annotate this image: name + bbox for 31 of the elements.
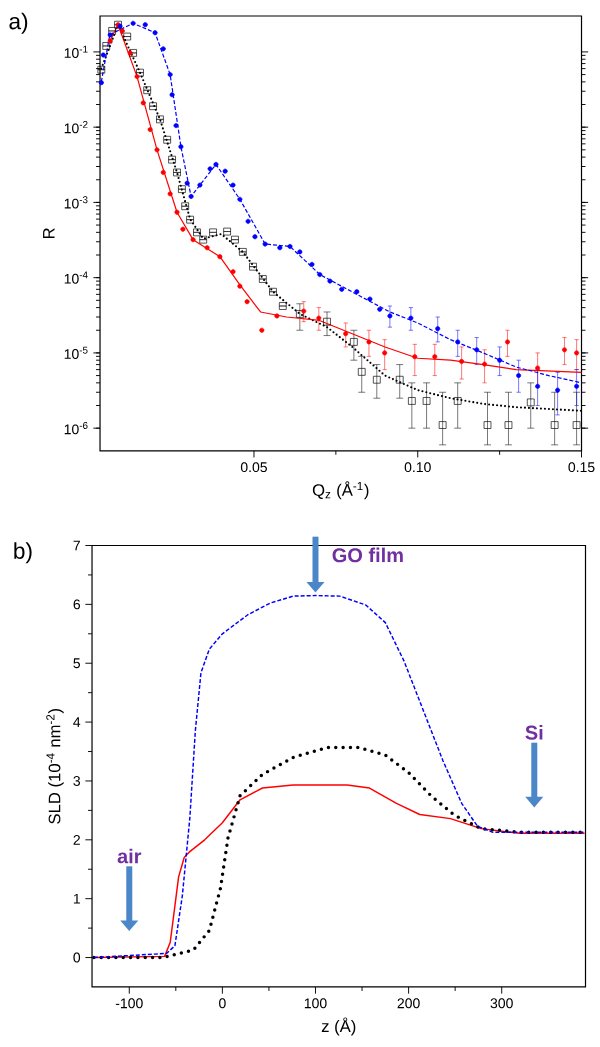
y-tick-label: 10$^{-4}$ [64,271,88,284]
x-tick-label: 200 [397,998,420,1009]
y-tick-label: 1 [74,893,81,904]
y-tick-label: 3 [73,776,81,786]
x-tick-label: 0 [219,998,226,1009]
y-tick-label: 10$^{-1}$ [64,45,88,59]
chart-title: a) [9,12,28,34]
annotation: air [117,848,142,864]
y-tick-label: 10$^{-2}$ [64,121,88,134]
y-axis-title: SLD (10$^{-4}$ nm$^{-2}$) [46,708,64,824]
x-tick-label: -100 [116,998,143,1009]
x-tick-label: 0.05 [241,462,268,473]
annotation: GO film [332,547,403,563]
chart-title: b) [14,542,32,564]
y-tick-label: 5 [73,658,81,669]
y-tick-label: 10$^{-6}$ [64,422,88,435]
y-tick-label: 10$^{-5}$ [64,346,88,360]
x-axis-title: Q$_{z}$ (Å$^{-1}$) [313,481,369,500]
y-axis-title: R [43,228,55,239]
y-tick-label: 2 [73,834,81,845]
y-tick-label: 6 [73,599,81,610]
y-tick-label: 4 [73,717,81,727]
y-tick-label: 10$^{-3}$ [64,196,88,209]
y-tick-label: 0 [73,952,81,963]
y-tick-label: 7 [73,540,81,551]
x-tick-label: 0.10 [404,462,432,473]
x-tick-label: 100 [305,998,327,1009]
annotation: Si [525,725,543,740]
x-tick-label: 0.15 [568,462,595,473]
x-tick-label: 300 [490,998,514,1009]
x-axis-title: z (Å) [322,1017,356,1036]
